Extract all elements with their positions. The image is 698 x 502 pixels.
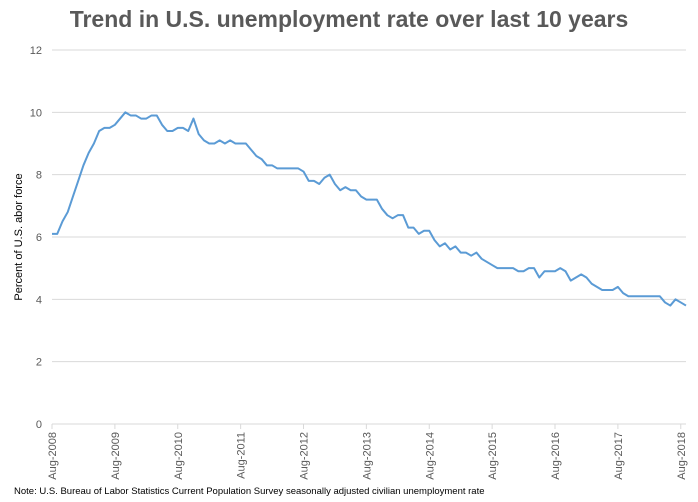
- x-tick-label: Aug-2015: [487, 432, 499, 480]
- y-tick-label: 10: [30, 107, 42, 119]
- x-tick-label: Aug-2018: [676, 432, 688, 480]
- unemployment-rate-line: [52, 111, 687, 307]
- x-tick-label: Aug-2013: [361, 432, 373, 480]
- y-tick-label: 4: [36, 294, 42, 306]
- x-tick-label: Aug-2008: [47, 432, 59, 480]
- chart-note: Note: U.S. Bureau of Labor Statistics Cu…: [14, 486, 485, 497]
- y-tick-label: 6: [36, 232, 42, 244]
- y-axis-ticks: 0 2 4 6 8 10 12: [30, 45, 42, 431]
- x-tick-label: Aug-2012: [299, 432, 311, 480]
- y-tick-label: 8: [36, 170, 42, 182]
- x-tick-label: Aug-2014: [424, 432, 436, 480]
- x-tick-label: Aug-2010: [173, 432, 185, 480]
- x-tick-label: Aug-2017: [613, 432, 625, 480]
- x-tick-label: Aug-2016: [550, 432, 562, 480]
- y-axis-label: Percent of U.S. abor force: [13, 173, 25, 300]
- y-tick-label: 0: [36, 419, 42, 431]
- y-tick-label: 2: [36, 357, 42, 369]
- x-tick-label: Aug-2009: [110, 432, 122, 480]
- x-axis-ticks: Aug-2008 Aug-2009 Aug-2010 Aug-2011 Aug-2012…: [47, 424, 688, 480]
- gridlines: [52, 49, 686, 363]
- y-tick-label: 12: [30, 45, 42, 57]
- chart-title: Trend in U.S. unemployment rate over las…: [69, 6, 629, 32]
- x-tick-label: Aug-2011: [236, 432, 248, 479]
